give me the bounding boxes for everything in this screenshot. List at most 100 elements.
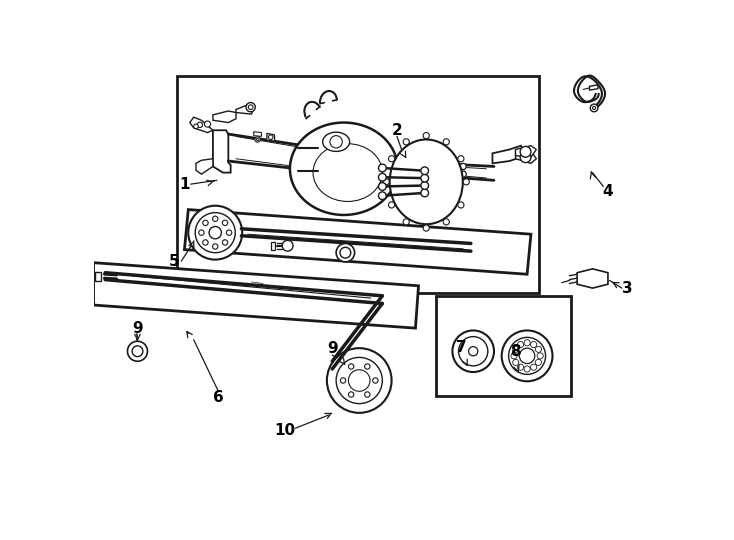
Circle shape [511,353,517,359]
Polygon shape [94,262,418,328]
Circle shape [458,202,464,208]
Circle shape [531,341,537,348]
Circle shape [189,206,242,260]
Ellipse shape [390,139,463,224]
Ellipse shape [290,123,398,215]
Circle shape [132,346,143,356]
Circle shape [460,164,466,170]
Circle shape [592,106,595,110]
Text: 8: 8 [510,344,521,359]
Circle shape [383,179,389,185]
Circle shape [365,392,370,397]
Circle shape [327,348,391,413]
Circle shape [501,330,553,381]
Circle shape [255,137,261,142]
Circle shape [203,240,208,245]
Circle shape [226,230,232,235]
Circle shape [590,104,598,112]
Text: 1: 1 [179,177,189,192]
Text: 9: 9 [327,341,338,356]
Circle shape [349,364,354,369]
Circle shape [336,244,355,262]
Circle shape [352,373,367,388]
Circle shape [341,378,346,383]
Circle shape [248,105,253,110]
Circle shape [443,139,449,145]
Circle shape [340,247,351,258]
Circle shape [269,135,273,139]
Circle shape [443,219,449,225]
Circle shape [423,132,429,139]
Polygon shape [577,269,608,288]
Bar [177,76,539,294]
Circle shape [213,216,218,221]
Circle shape [421,174,429,182]
Circle shape [283,240,293,251]
Polygon shape [196,159,213,174]
Circle shape [403,219,410,225]
Circle shape [388,156,395,162]
Circle shape [421,189,429,197]
Polygon shape [515,151,537,164]
Circle shape [209,226,222,239]
Circle shape [512,359,519,366]
Circle shape [403,139,410,145]
Polygon shape [254,132,261,137]
Circle shape [452,164,459,170]
Circle shape [535,346,542,353]
Circle shape [222,240,228,245]
Circle shape [463,179,469,185]
Circle shape [468,347,478,356]
Polygon shape [515,146,537,157]
Ellipse shape [313,144,382,201]
Circle shape [197,122,203,127]
Circle shape [517,341,523,348]
Circle shape [336,357,382,403]
Circle shape [459,336,488,366]
Circle shape [195,213,236,253]
Polygon shape [213,130,230,173]
Polygon shape [493,146,525,164]
Circle shape [535,359,542,366]
Circle shape [517,364,523,370]
Circle shape [205,121,211,127]
Circle shape [203,220,208,226]
Circle shape [421,181,429,190]
Circle shape [520,152,531,163]
Circle shape [373,378,378,383]
Polygon shape [213,111,236,123]
Circle shape [349,370,370,392]
Circle shape [379,192,386,200]
Circle shape [520,146,531,157]
Circle shape [379,164,386,172]
Circle shape [222,220,228,226]
Circle shape [452,330,494,372]
Polygon shape [589,85,598,90]
Circle shape [213,244,218,249]
Circle shape [458,156,464,162]
Bar [436,296,571,396]
Text: 3: 3 [622,281,633,295]
Circle shape [524,366,530,372]
Polygon shape [190,117,213,132]
Circle shape [460,171,466,177]
Circle shape [330,136,342,148]
Polygon shape [184,210,531,274]
Polygon shape [95,272,101,281]
Circle shape [379,183,386,190]
Text: 5: 5 [169,254,180,268]
Circle shape [524,340,530,346]
Circle shape [194,124,198,129]
Circle shape [365,364,370,369]
Polygon shape [267,133,275,141]
Circle shape [256,138,259,140]
Text: 6: 6 [213,390,224,405]
Circle shape [531,364,537,370]
Text: 10: 10 [274,423,295,438]
Circle shape [421,167,429,174]
Circle shape [349,392,354,397]
Circle shape [423,225,429,231]
Circle shape [199,230,204,235]
Text: 2: 2 [392,123,402,138]
Circle shape [388,202,395,208]
